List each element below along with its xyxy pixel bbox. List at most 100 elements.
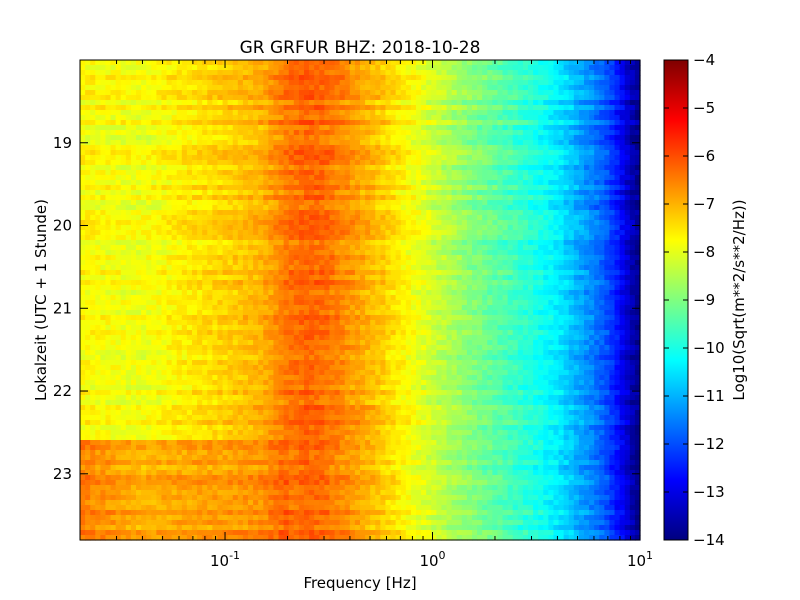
heatmap-cell	[192, 75, 198, 81]
heatmap-cell	[258, 95, 264, 101]
heatmap-cell	[222, 280, 229, 286]
heatmap-cell	[578, 275, 585, 281]
heatmap-cell	[451, 260, 458, 266]
heatmap-cell	[344, 160, 351, 166]
heatmap-cell	[141, 230, 147, 236]
heatmap-cell	[125, 90, 132, 96]
heatmap-cell	[599, 220, 605, 226]
heatmap-cell	[492, 180, 499, 186]
heatmap-cell	[634, 225, 641, 231]
heatmap-cell	[222, 95, 229, 101]
heatmap-cell	[334, 245, 341, 251]
heatmap-cell	[548, 260, 555, 266]
heatmap-cell	[232, 165, 239, 171]
heatmap-cell	[324, 185, 331, 191]
heatmap-cell	[130, 280, 137, 286]
heatmap-cell	[192, 85, 198, 91]
heatmap-cell	[548, 135, 555, 141]
heatmap-cell	[242, 60, 249, 66]
heatmap-cell	[599, 95, 605, 101]
heatmap-cell	[120, 160, 127, 166]
heatmap-cell	[324, 145, 331, 151]
heatmap-cell	[568, 65, 575, 71]
heatmap-cell	[421, 220, 427, 226]
heatmap-cell	[324, 160, 331, 166]
heatmap-cell	[624, 105, 631, 111]
heatmap-cell	[166, 115, 173, 121]
heatmap-cell	[176, 220, 183, 226]
heatmap-cell	[212, 100, 219, 106]
heatmap-cell	[594, 200, 600, 206]
heatmap-cell	[181, 250, 188, 256]
heatmap-cell	[492, 210, 499, 216]
heatmap-cell	[482, 120, 488, 126]
heatmap-cell	[589, 105, 595, 111]
heatmap-cell	[324, 150, 331, 156]
heatmap-cell	[186, 265, 193, 271]
heatmap-cell	[268, 260, 275, 266]
heatmap-cell	[390, 185, 397, 191]
heatmap-cell	[100, 205, 107, 211]
heatmap-cell	[619, 200, 626, 206]
heatmap-cell	[263, 250, 269, 256]
heatmap-cell	[548, 275, 555, 281]
heatmap-cell	[344, 255, 351, 261]
heatmap-cell	[533, 175, 539, 181]
heatmap-cell	[186, 80, 193, 86]
heatmap-cell	[186, 210, 193, 216]
heatmap-cell	[207, 135, 213, 141]
heatmap-cell	[263, 240, 269, 246]
heatmap-cell	[446, 125, 453, 131]
heatmap-cell	[171, 135, 178, 141]
heatmap-cell	[283, 95, 290, 101]
heatmap-cell	[517, 110, 524, 116]
heatmap-cell	[125, 240, 132, 246]
heatmap-cell	[492, 120, 499, 126]
heatmap-cell	[390, 80, 397, 86]
heatmap-cell	[156, 270, 163, 276]
heatmap-cell	[136, 115, 142, 121]
heatmap-cell	[584, 170, 590, 176]
heatmap-cell	[242, 275, 249, 281]
heatmap-cell	[599, 120, 605, 126]
heatmap-cell	[268, 250, 275, 256]
heatmap-cell	[248, 185, 254, 191]
heatmap-cell	[95, 125, 101, 131]
heatmap-cell	[258, 245, 264, 251]
heatmap-cell	[410, 255, 417, 261]
heatmap-cell	[604, 65, 611, 71]
heatmap-cell	[125, 125, 132, 131]
heatmap-cell	[416, 235, 422, 241]
heatmap-cell	[380, 75, 387, 81]
heatmap-cell	[512, 65, 519, 71]
heatmap-cell	[207, 285, 213, 291]
heatmap-cell	[192, 95, 198, 101]
heatmap-cell	[441, 220, 448, 226]
heatmap-cell	[614, 160, 621, 166]
heatmap-cell	[538, 80, 544, 86]
heatmap-cell	[528, 200, 534, 206]
heatmap-cell	[563, 75, 570, 81]
heatmap-cell	[288, 115, 295, 121]
heatmap-cell	[197, 270, 203, 276]
heatmap-cell	[95, 215, 101, 221]
heatmap-cell	[426, 190, 432, 196]
heatmap-cell	[136, 250, 142, 256]
heatmap-cell	[95, 60, 101, 66]
heatmap-cell	[115, 245, 122, 251]
heatmap-cell	[309, 190, 315, 196]
heatmap-cell	[324, 75, 331, 81]
heatmap-cell	[156, 110, 163, 116]
heatmap-cell	[385, 155, 392, 161]
heatmap-cell	[166, 150, 173, 156]
heatmap-cell	[136, 130, 142, 136]
heatmap-cell	[517, 105, 524, 111]
heatmap-cell	[614, 245, 621, 251]
heatmap-cell	[227, 205, 234, 211]
heatmap-cell	[400, 160, 407, 166]
heatmap-cell	[207, 180, 213, 186]
heatmap-cell	[110, 180, 117, 186]
heatmap-cell	[176, 265, 183, 271]
heatmap-cell	[258, 170, 264, 176]
heatmap-cell	[161, 195, 168, 201]
